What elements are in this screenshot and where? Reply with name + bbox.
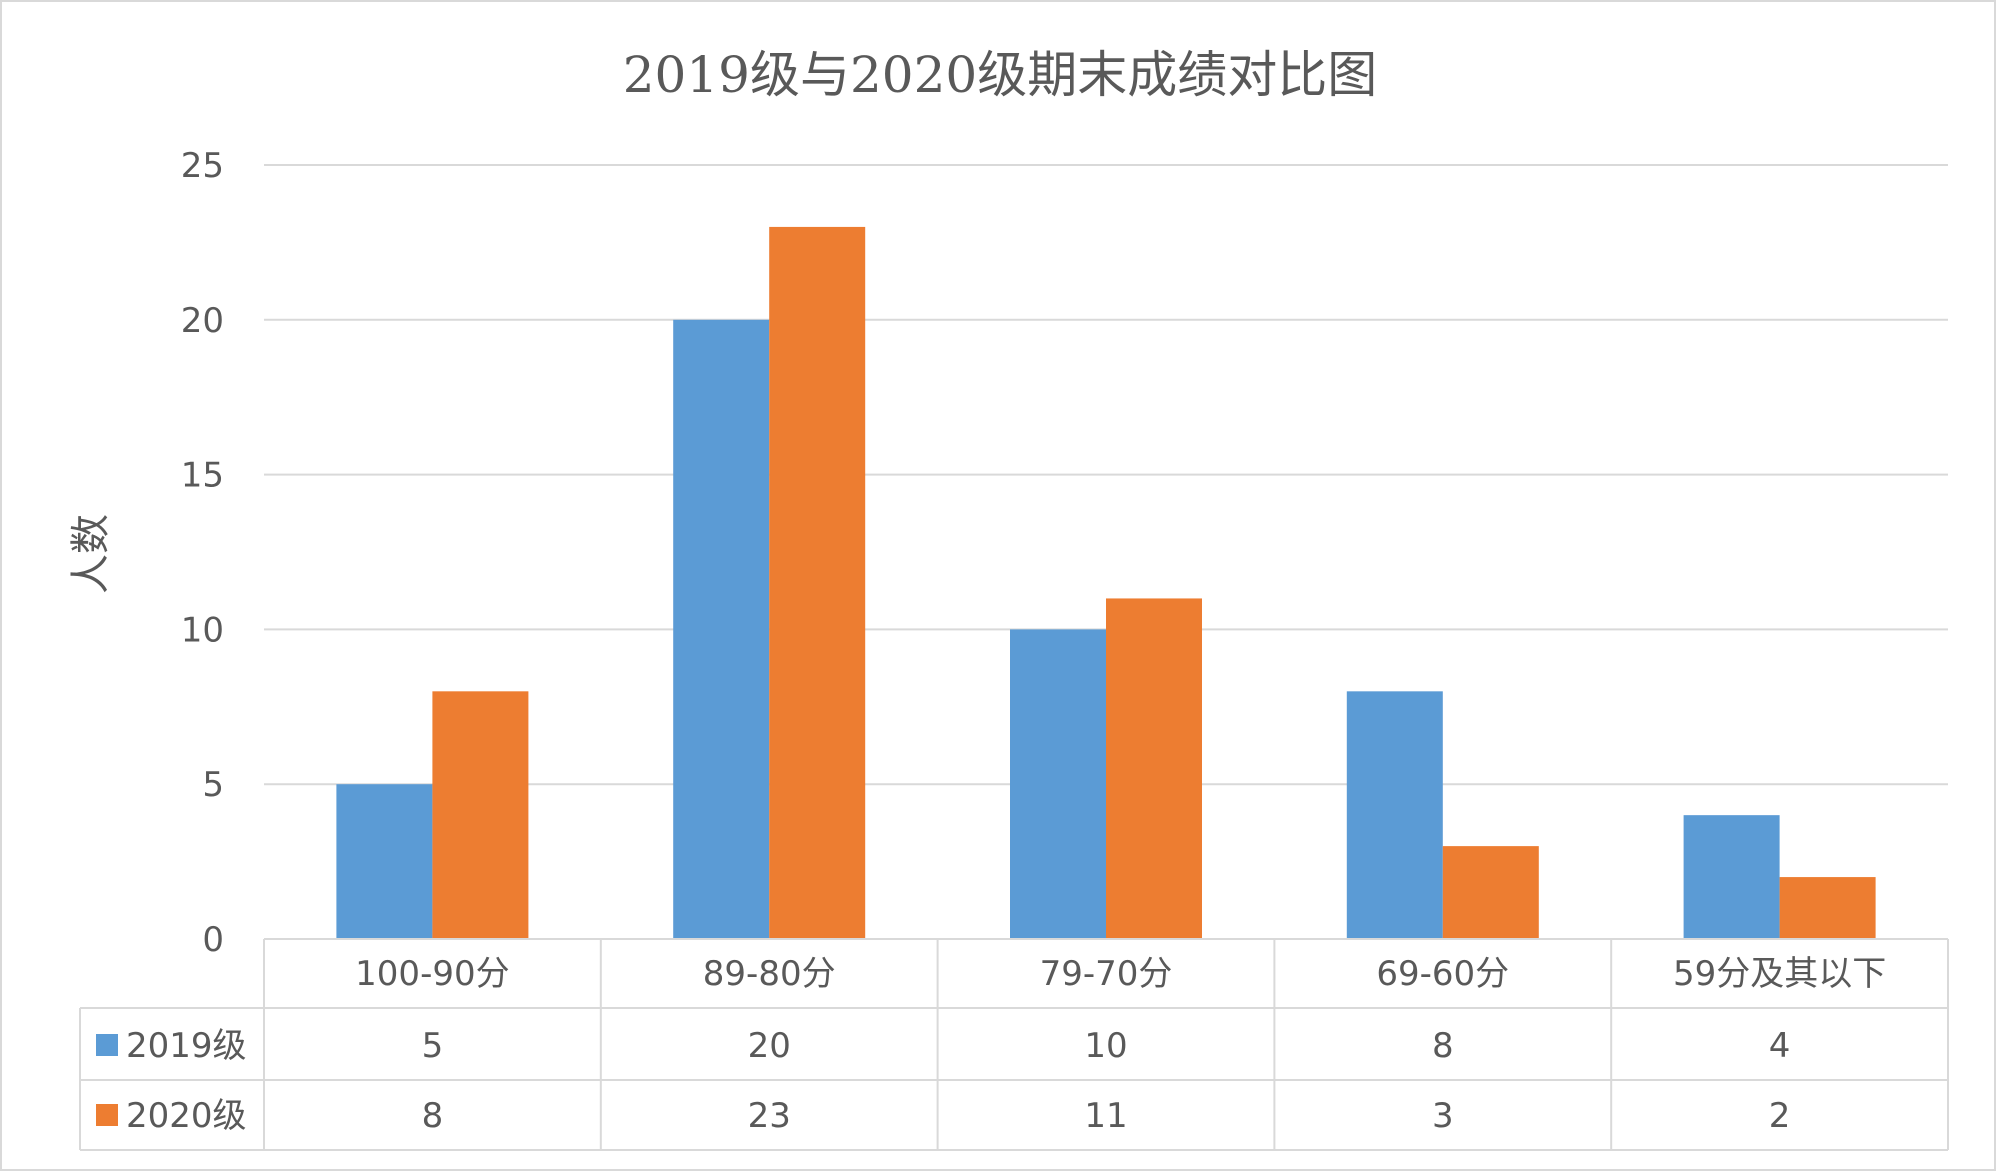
x-category-label: 59分及其以下 bbox=[1673, 954, 1886, 994]
bar-series-2 bbox=[1106, 598, 1202, 939]
gridlines bbox=[264, 164, 1948, 786]
y-axis-ticks: 0 5 10 15 20 25 bbox=[181, 146, 224, 960]
x-category-label: 79-70分 bbox=[1040, 954, 1173, 994]
table-value: 23 bbox=[748, 1096, 791, 1136]
bar-series-1 bbox=[673, 319, 770, 939]
bar-series-2 bbox=[1442, 846, 1539, 939]
table-value: 8 bbox=[422, 1096, 444, 1136]
bar-series-1 bbox=[336, 784, 433, 939]
x-category-label: 69-60分 bbox=[1376, 954, 1509, 994]
table-value: 8 bbox=[1432, 1026, 1454, 1066]
chart-title: 2019级与2020级期末成绩对比图 bbox=[623, 46, 1378, 104]
x-category-label: 89-80分 bbox=[703, 954, 836, 994]
table-value: 20 bbox=[748, 1026, 791, 1066]
legend-swatch bbox=[96, 1104, 118, 1126]
legend-label: 2020级 bbox=[126, 1096, 247, 1136]
bar-series-1 bbox=[1010, 629, 1106, 939]
table-value: 3 bbox=[1432, 1096, 1454, 1136]
bars bbox=[336, 226, 1876, 940]
table-value: 10 bbox=[1084, 1026, 1127, 1066]
bar-series-1 bbox=[1683, 815, 1780, 939]
bar-series-2 bbox=[769, 226, 866, 940]
y-tick-label: 25 bbox=[181, 146, 224, 186]
table-value: 5 bbox=[422, 1026, 444, 1066]
bar-series-2 bbox=[1779, 877, 1876, 939]
y-tick-label: 15 bbox=[181, 456, 224, 496]
legend-label: 2019级 bbox=[126, 1026, 247, 1066]
table-value: 4 bbox=[1769, 1026, 1791, 1066]
bar-series-1 bbox=[1346, 691, 1443, 939]
x-category-label: 100-90分 bbox=[355, 954, 509, 994]
y-tick-label: 0 bbox=[202, 920, 224, 960]
y-tick-label: 5 bbox=[202, 765, 224, 805]
y-tick-label: 20 bbox=[181, 301, 224, 341]
bar-series-2 bbox=[432, 691, 529, 939]
legend-swatch bbox=[96, 1034, 118, 1056]
y-tick-label: 10 bbox=[181, 610, 224, 650]
data-table: 100-90分 89-80分 79-70分 69-60分 59分及其以下 2019级 5 20… bbox=[79, 938, 1949, 1151]
table-value: 11 bbox=[1084, 1096, 1127, 1136]
table-value: 2 bbox=[1769, 1096, 1791, 1136]
y-axis-label: 人数 bbox=[68, 514, 114, 594]
